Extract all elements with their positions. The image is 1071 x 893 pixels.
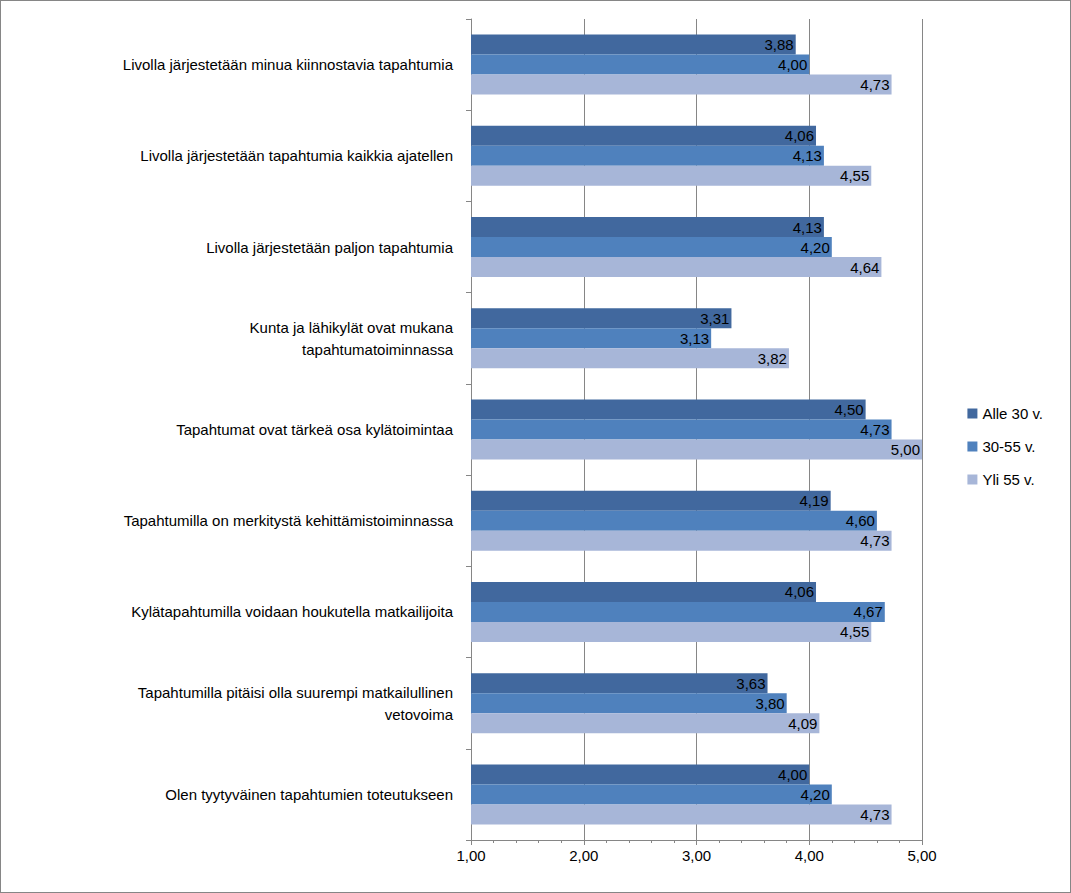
svg-text:4,00: 4,00 [778,766,807,783]
svg-text:3,82: 3,82 [758,350,787,367]
svg-text:5,00: 5,00 [891,441,920,458]
svg-text:Kunta ja lähikylät ovat mukana: Kunta ja lähikylät ovat mukana [250,319,454,336]
svg-text:4,20: 4,20 [801,786,830,803]
svg-text:Tapahtumilla pitäisi olla suur: Tapahtumilla pitäisi olla suurempi matka… [138,684,453,701]
svg-text:4,64: 4,64 [850,259,879,276]
svg-text:30-55 v.: 30-55 v. [982,438,1035,455]
svg-text:4,06: 4,06 [785,583,814,600]
svg-text:4,00: 4,00 [778,56,807,73]
svg-text:3,13: 3,13 [680,330,709,347]
svg-text:3,31: 3,31 [700,310,729,327]
svg-text:4,60: 4,60 [846,512,875,529]
svg-text:2,00: 2,00 [569,847,598,864]
svg-text:4,67: 4,67 [854,603,883,620]
svg-text:vetovoima: vetovoima [385,706,454,723]
svg-text:4,73: 4,73 [860,806,889,823]
svg-text:Kylätapahtumilla voidaan houku: Kylätapahtumilla voidaan houkutella matk… [131,603,454,620]
svg-text:Yli 55 v.: Yli 55 v. [982,471,1034,488]
svg-text:4,06: 4,06 [785,127,814,144]
svg-text:1,00: 1,00 [456,847,485,864]
svg-text:4,50: 4,50 [834,401,863,418]
svg-text:Olen tyytyväinen tapahtumien t: Olen tyytyväinen tapahtumien toteutuksee… [165,786,453,803]
svg-text:5,00: 5,00 [907,847,936,864]
svg-text:4,13: 4,13 [793,219,822,236]
svg-text:Livolla järjestetään paljon ta: Livolla järjestetään paljon tapahtumia [206,239,453,256]
svg-text:Tapahtumat ovat tärkeä osa kyl: Tapahtumat ovat tärkeä osa kylätoimintaa [176,421,453,438]
svg-text:4,00: 4,00 [795,847,824,864]
svg-text:4,73: 4,73 [860,532,889,549]
svg-text:Alle 30 v.: Alle 30 v. [982,405,1043,422]
svg-text:4,55: 4,55 [840,167,869,184]
svg-text:4,55: 4,55 [840,623,869,640]
svg-text:4,20: 4,20 [801,239,830,256]
svg-text:4,13: 4,13 [793,147,822,164]
svg-text:Livolla järjestetään tapahtumi: Livolla järjestetään tapahtumia kaikkia … [140,147,453,164]
svg-text:4,19: 4,19 [799,492,828,509]
svg-text:3,80: 3,80 [755,695,784,712]
svg-text:Tapahtumilla on merkitystä keh: Tapahtumilla on merkitystä kehittämistoi… [124,512,454,529]
svg-text:4,73: 4,73 [860,76,889,93]
svg-text:3,00: 3,00 [682,847,711,864]
svg-text:3,63: 3,63 [736,675,765,692]
svg-text:4,73: 4,73 [860,421,889,438]
svg-text:3,88: 3,88 [765,36,794,53]
svg-text:Livolla järjestetään minua kii: Livolla järjestetään minua kiinnostavia … [123,56,454,73]
svg-text:tapahtumatoiminnassa: tapahtumatoiminnassa [302,341,454,358]
svg-text:4,09: 4,09 [788,715,817,732]
